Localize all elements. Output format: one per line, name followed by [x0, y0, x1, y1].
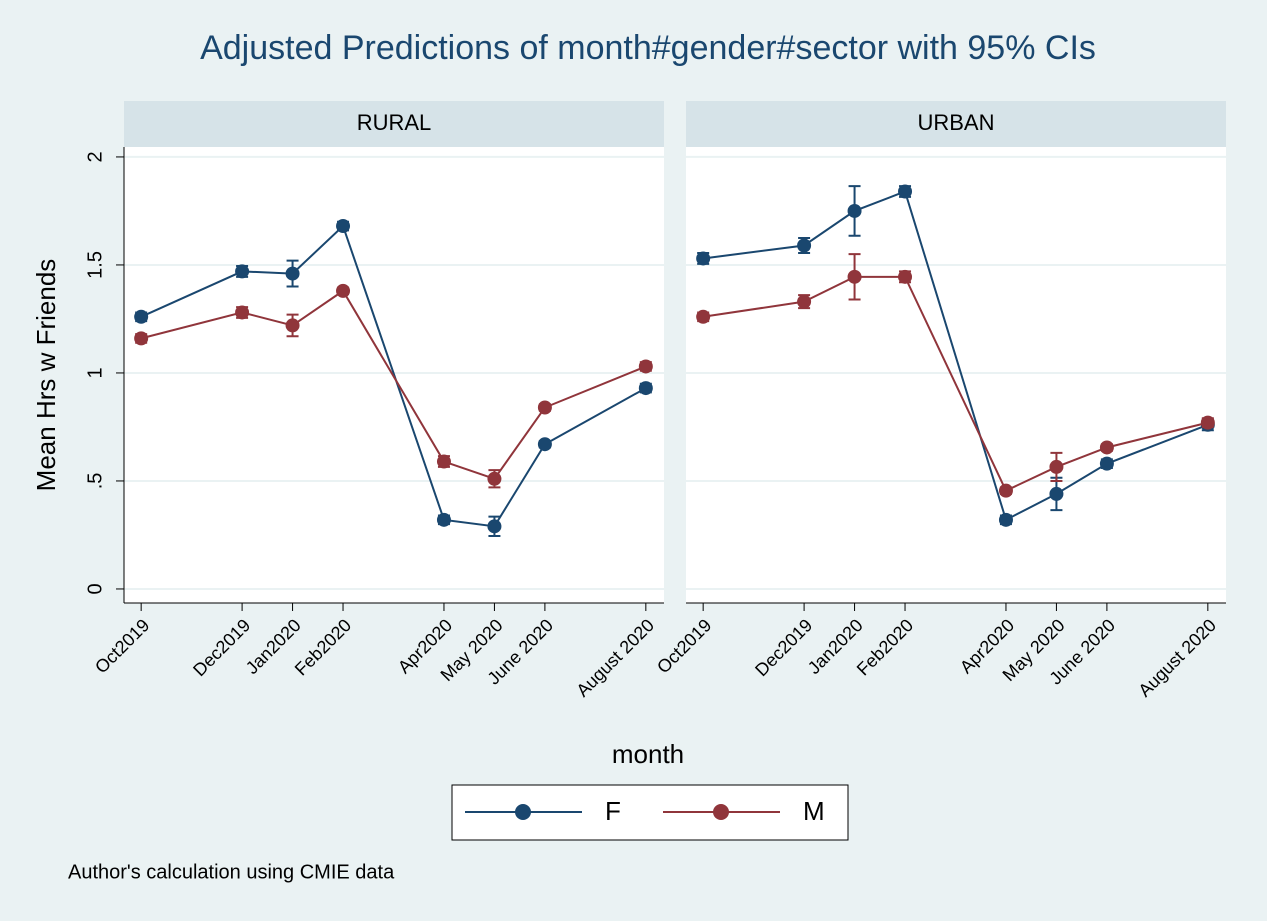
legend-marker — [713, 804, 729, 820]
point — [487, 471, 502, 486]
point — [638, 359, 653, 374]
point — [898, 269, 913, 284]
x-tick-label: Feb2020 — [291, 615, 355, 679]
point — [436, 454, 451, 469]
x-tick-label: Feb2020 — [853, 615, 917, 679]
x-tick-label: Oct2019 — [653, 615, 715, 677]
point — [1099, 456, 1114, 471]
series-line — [140, 289, 647, 480]
x-tick-label: August 2020 — [572, 615, 658, 701]
plot-area — [686, 147, 1226, 603]
point — [1049, 459, 1064, 474]
point — [847, 269, 862, 284]
series-line — [703, 190, 1209, 522]
point — [1099, 440, 1114, 455]
y-tick-label: 1 — [84, 367, 106, 378]
x-tick-label: Oct2019 — [91, 615, 153, 677]
panel-title: RURAL — [357, 110, 432, 135]
point — [998, 512, 1013, 527]
x-axis-label: month — [612, 739, 684, 769]
point — [696, 309, 711, 324]
x-tick-label: August 2020 — [1134, 615, 1220, 701]
legend-marker — [515, 804, 531, 820]
point — [336, 219, 351, 234]
series-line — [703, 275, 1209, 493]
point — [898, 184, 913, 199]
x-tick-label: Dec2019 — [751, 615, 816, 680]
x-tick-label: Dec2019 — [189, 615, 254, 680]
note: Author's calculation using CMIE data — [68, 861, 395, 883]
y-tick-label: 1.5 — [84, 251, 106, 279]
y-axis-label: Mean Hrs w Friends — [31, 259, 61, 492]
y-tick-label: 2 — [84, 151, 106, 162]
point — [235, 264, 250, 279]
point — [847, 203, 862, 218]
point — [696, 251, 711, 266]
series-line — [140, 224, 647, 528]
point — [487, 519, 502, 534]
point — [336, 283, 351, 298]
point — [998, 483, 1013, 498]
point — [1049, 486, 1064, 501]
point — [638, 381, 653, 396]
legend-label: M — [803, 796, 825, 826]
point — [537, 400, 552, 415]
panel-title: URBAN — [917, 110, 994, 135]
point — [797, 238, 812, 253]
point — [134, 309, 149, 324]
point — [1200, 415, 1215, 430]
chart-title: Adjusted Predictions of month#gender#sec… — [200, 29, 1096, 67]
panel-header — [686, 101, 1226, 147]
point — [134, 331, 149, 346]
point — [537, 437, 552, 452]
point — [285, 266, 300, 281]
y-tick-label: 0 — [84, 583, 106, 594]
y-tick-label: .5 — [84, 473, 106, 490]
panel-header — [124, 101, 664, 147]
point — [436, 512, 451, 527]
point — [285, 318, 300, 333]
point — [235, 305, 250, 320]
legend-label: F — [605, 796, 621, 826]
point — [797, 294, 812, 309]
